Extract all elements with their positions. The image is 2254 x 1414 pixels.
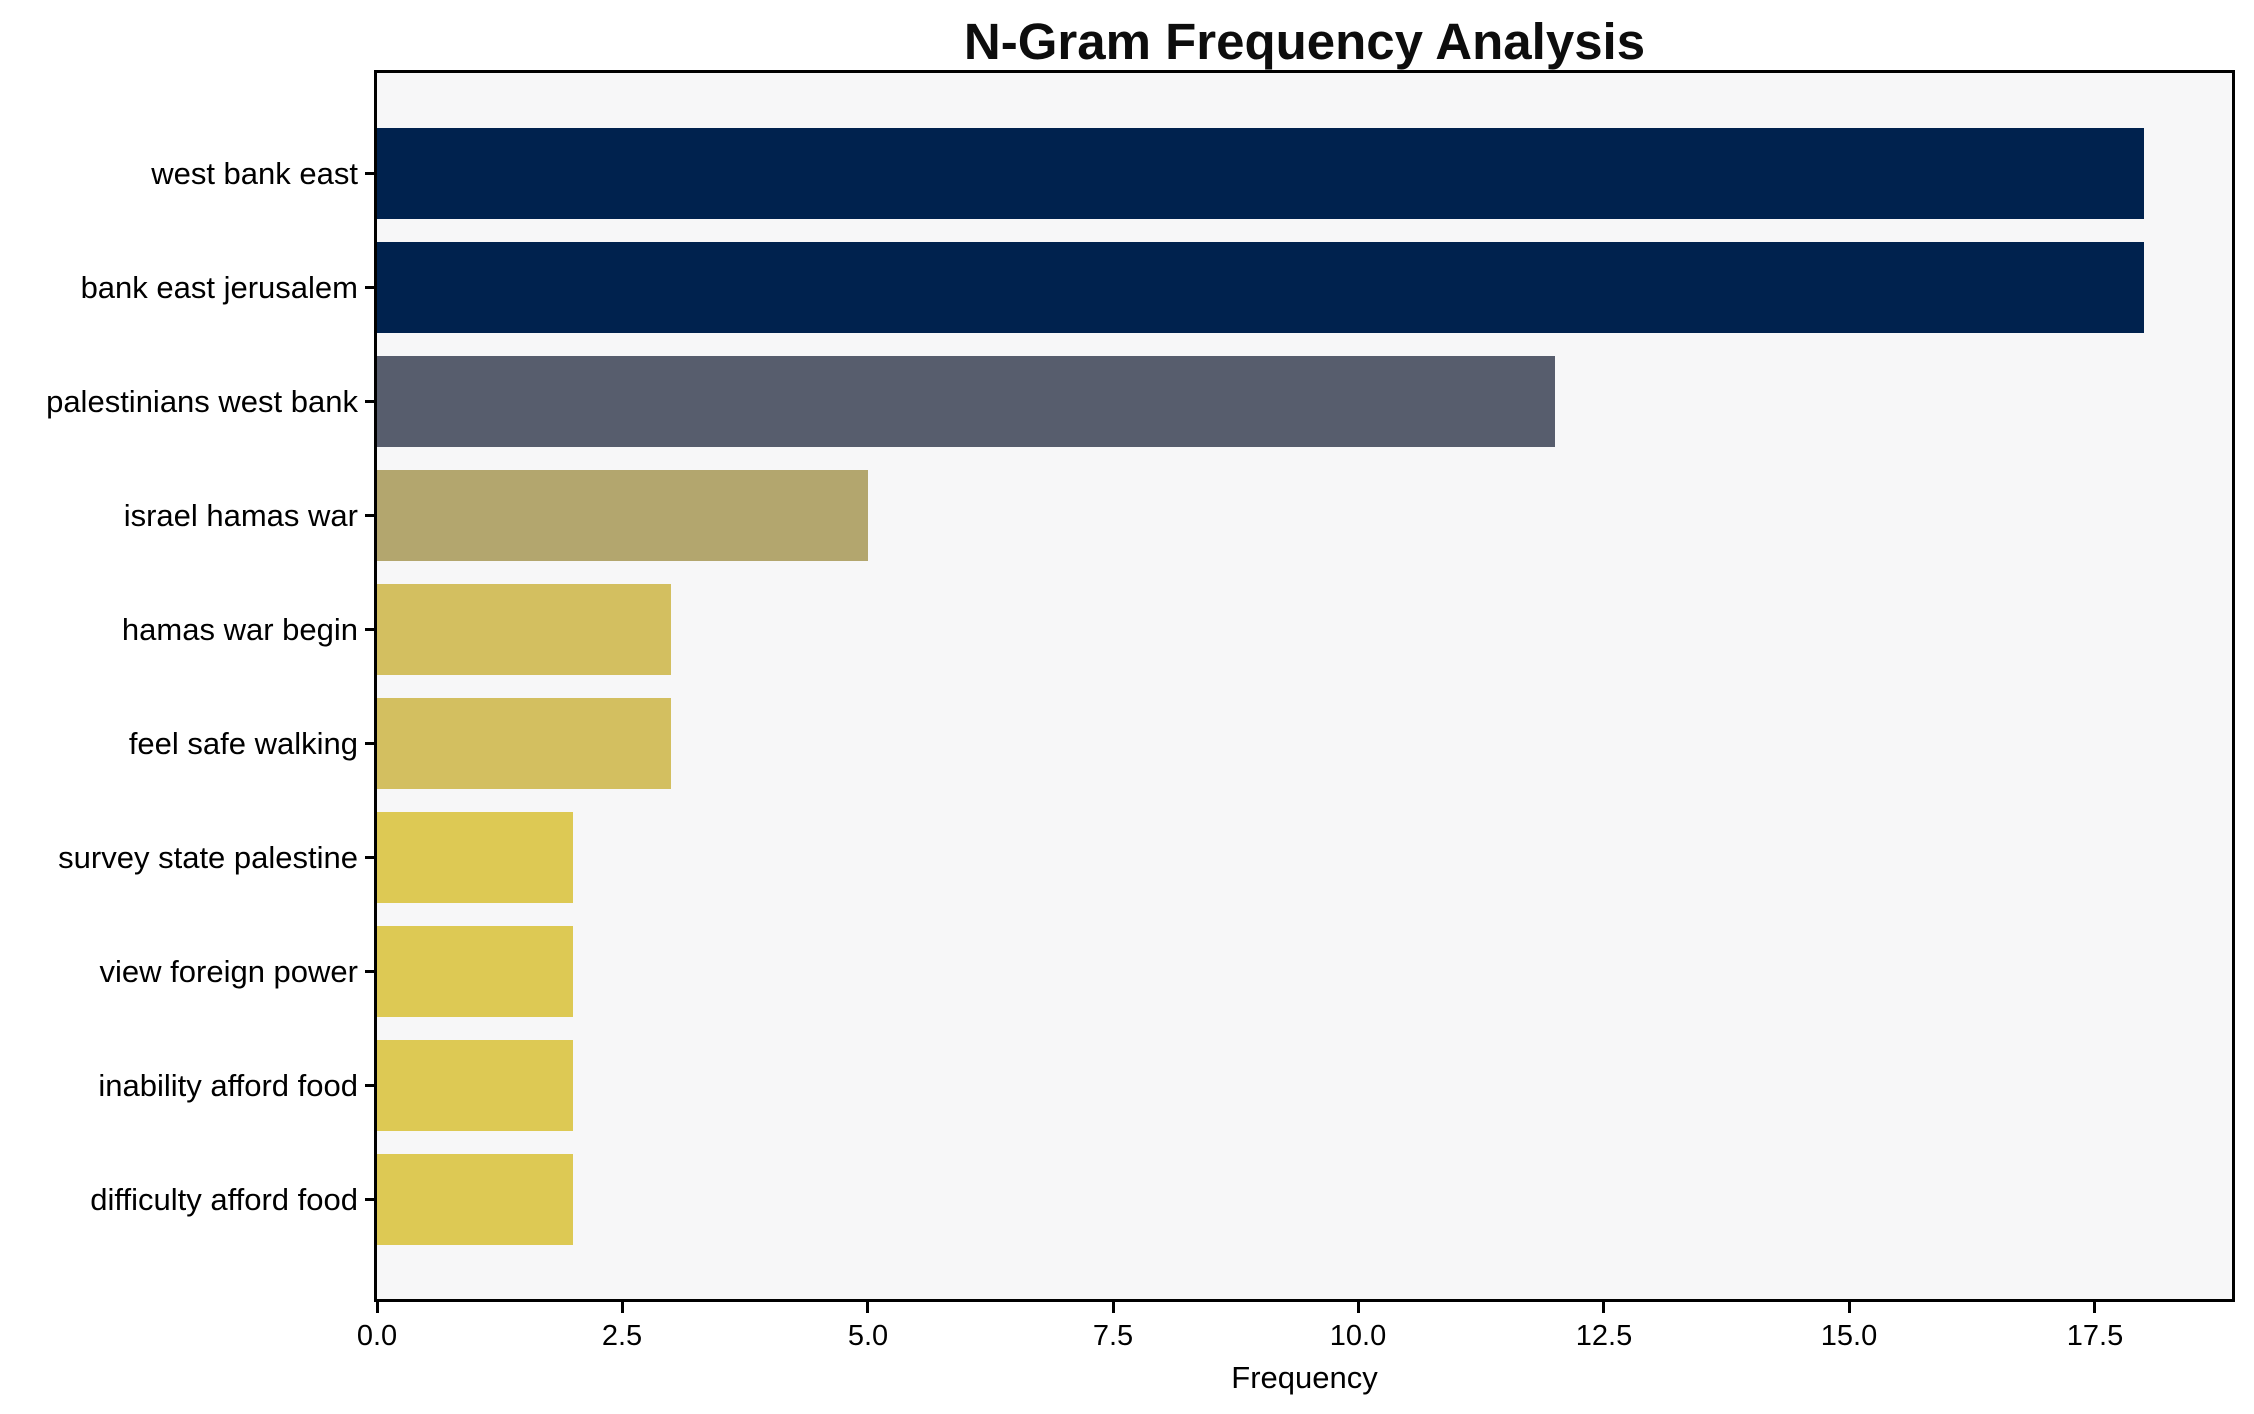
y-tick-label: difficulty afford food — [90, 1182, 358, 1217]
y-tick-mark — [365, 970, 375, 973]
y-tick-mark — [365, 172, 375, 175]
bar — [377, 470, 868, 561]
x-tick-label: 12.5 — [1575, 1320, 1633, 1352]
y-tick-mark — [365, 514, 375, 517]
y-tick-label: hamas war begin — [121, 612, 358, 647]
y-tick-label: palestinians west bank — [46, 384, 358, 419]
x-tick-label: 2.5 — [601, 1320, 643, 1352]
bar — [377, 1040, 573, 1131]
y-tick-mark — [365, 628, 375, 631]
x-tick-mark — [2093, 1302, 2096, 1313]
x-tick-label: 0.0 — [356, 1320, 398, 1352]
y-tick-label: view foreign power — [99, 954, 358, 989]
x-tick-label: 10.0 — [1329, 1320, 1387, 1352]
bar — [377, 242, 2144, 333]
x-tick-mark — [1602, 1302, 1605, 1313]
x-axis-label: Frequency — [1231, 1360, 1378, 1395]
x-tick-label: 17.5 — [2066, 1320, 2124, 1352]
y-tick-label: bank east jerusalem — [80, 270, 358, 305]
x-tick-label: 7.5 — [1092, 1320, 1134, 1352]
y-tick-label: israel hamas war — [123, 498, 358, 533]
x-tick-label: 15.0 — [1820, 1320, 1878, 1352]
chart-title: N-Gram Frequency Analysis — [963, 13, 1646, 70]
bar — [377, 812, 573, 903]
y-tick-mark — [365, 1198, 375, 1201]
bar — [377, 584, 671, 675]
bar — [377, 698, 671, 789]
y-tick-label: west bank east — [151, 156, 358, 191]
x-tick-mark — [376, 1302, 379, 1313]
y-tick-mark — [365, 1084, 375, 1087]
y-tick-label: feel safe walking — [128, 726, 358, 761]
x-tick-mark — [1112, 1302, 1115, 1313]
x-tick-mark — [1848, 1302, 1851, 1313]
x-tick-mark — [1357, 1302, 1360, 1313]
bar — [377, 356, 1555, 447]
bar — [377, 926, 573, 1017]
y-tick-label: survey state palestine — [58, 840, 358, 875]
x-tick-mark — [866, 1302, 869, 1313]
y-tick-mark — [365, 856, 375, 859]
y-tick-label: inability afford food — [98, 1068, 358, 1103]
y-tick-mark — [365, 400, 375, 403]
x-tick-label: 5.0 — [847, 1320, 889, 1352]
bar — [377, 128, 2144, 219]
y-tick-mark — [365, 286, 375, 289]
bar — [377, 1154, 573, 1245]
x-tick-mark — [621, 1302, 624, 1313]
plot-area — [374, 70, 2235, 1302]
y-tick-mark — [365, 742, 375, 745]
